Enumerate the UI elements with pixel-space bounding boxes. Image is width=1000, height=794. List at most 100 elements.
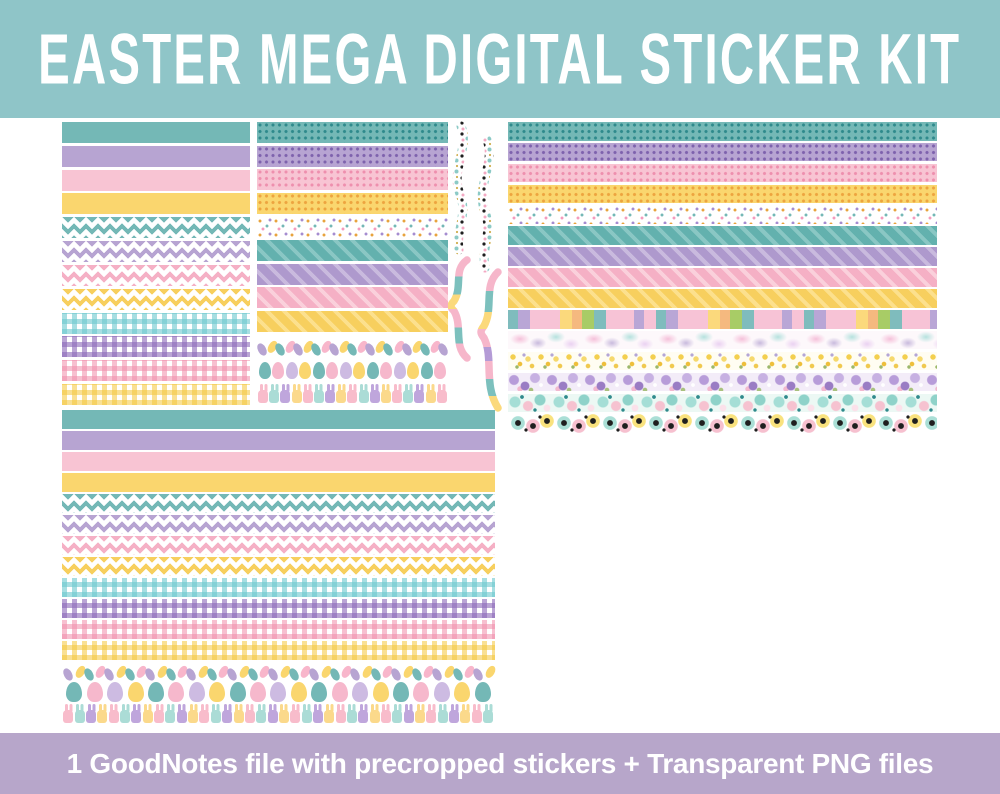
bunny-icon <box>324 703 335 723</box>
washi-panel-right <box>508 122 937 433</box>
egg-icon <box>66 681 83 702</box>
egg-icon <box>352 681 369 702</box>
bunny-icon <box>120 703 131 723</box>
washi-strip-watercolor <box>508 330 937 350</box>
washi-strip-polka-pink <box>257 169 448 191</box>
bunny-icon <box>415 703 425 723</box>
bunny-icon <box>436 383 447 403</box>
bunny-icon <box>74 703 85 723</box>
egg-icon <box>168 681 185 702</box>
bunny-icon <box>335 703 346 723</box>
bunny-icon <box>210 703 221 723</box>
washi-strip-polka-purple <box>257 145 448 167</box>
striped-brace-icon <box>477 268 502 412</box>
washi-strip-gingham-tealGing <box>62 312 250 334</box>
egg-icon <box>380 362 393 380</box>
washi-strip-solid-teal <box>62 410 495 429</box>
floral-ribbon-icon <box>452 121 468 255</box>
washi-strip-chevron-purple <box>62 515 495 534</box>
washi-strip-eggs <box>62 681 495 702</box>
bunny-icon <box>313 383 324 403</box>
bean-icon <box>418 341 432 357</box>
bunny-icon <box>301 703 312 723</box>
egg-icon <box>272 362 285 380</box>
bean-icon <box>61 666 75 682</box>
washi-strip-yellowfloral <box>508 351 937 371</box>
bunny-icon <box>336 383 347 403</box>
washi-strip-bunnies <box>62 703 495 723</box>
bean-icon <box>102 666 116 682</box>
bunny-icon <box>290 703 301 723</box>
egg-icon <box>407 362 420 380</box>
bean-icon <box>430 666 444 682</box>
bunny-icon <box>437 703 448 723</box>
washi-strip-gingham-tealGing <box>62 578 495 597</box>
bunny-icon <box>449 703 460 723</box>
egg-icon <box>339 362 352 380</box>
bunny-icon <box>176 703 187 723</box>
bunny-icon <box>154 703 165 723</box>
bunny-icon <box>165 703 176 723</box>
washi-strip-diag-pinkDg <box>257 287 448 309</box>
washi-strip-diag-yellowDg <box>257 311 448 332</box>
washi-strip-gingham-yellowGing <box>62 641 495 660</box>
egg-icon <box>188 681 205 702</box>
bunny-icon <box>267 703 278 723</box>
bracket-decorations <box>447 120 510 414</box>
egg-icon <box>311 681 328 702</box>
bunny-icon <box>63 703 74 723</box>
bunny-icon <box>380 703 391 723</box>
egg-icon <box>86 681 103 702</box>
egg-icon <box>258 362 271 380</box>
bean-icon <box>123 666 137 682</box>
bunny-icon <box>97 703 108 723</box>
bunny-icon <box>233 703 244 723</box>
bean-icon <box>82 666 96 682</box>
bunny-icon <box>131 703 142 723</box>
egg-icon <box>366 362 379 380</box>
egg-icon <box>372 681 389 702</box>
bunny-icon <box>199 703 210 723</box>
bunny-icon <box>414 383 425 403</box>
bean-icon <box>246 666 260 682</box>
bean-icon <box>389 666 403 682</box>
washi-strip-chevron-yellowDg <box>62 557 495 576</box>
washi-strip-chevron-teal <box>62 217 250 239</box>
washi-strip-chevron-yellowDg <box>62 288 250 310</box>
washi-strip-polka-yellow <box>508 184 937 204</box>
egg-icon <box>290 681 307 702</box>
egg-icon <box>331 681 348 702</box>
bunny-icon <box>358 703 369 723</box>
bunny-icon <box>325 383 336 403</box>
washi-strip-gingham-purpleGing <box>62 599 495 618</box>
washi-strip-solid-pink <box>62 452 495 471</box>
bean-icon <box>205 666 219 682</box>
washi-panel-top-middle <box>255 122 450 403</box>
striped-brace-icon <box>447 256 471 362</box>
washi-strip-diag-yellowDg <box>508 289 937 308</box>
washi-strip-solid-yellow <box>62 473 495 492</box>
bean-icon <box>483 664 497 680</box>
washi-strip-solid-purple <box>62 431 495 450</box>
bunny-icon <box>312 703 323 723</box>
bunny-icon <box>426 703 437 723</box>
washi-strip-chevron-purple <box>62 241 250 263</box>
bunny-icon <box>346 703 357 723</box>
egg-icon <box>107 681 124 702</box>
bunny-icon <box>278 703 289 723</box>
washi-strip-beans <box>255 334 450 357</box>
washi-strip-chevron-teal <box>62 494 495 513</box>
washi-strip-confetti <box>508 205 937 225</box>
bunny-icon <box>256 703 267 723</box>
washi-strip-polka-pink <box>508 163 937 183</box>
bunny-icon <box>302 383 313 403</box>
bunny-icon <box>188 703 199 723</box>
washi-strip-poppy <box>508 414 937 433</box>
bunny-icon <box>269 383 280 403</box>
bunny-icon <box>369 383 380 403</box>
bean-icon <box>369 666 383 682</box>
bunny-icon <box>258 383 269 403</box>
washi-strip-gingham-pinkGing <box>62 360 250 382</box>
bunny-icon <box>244 703 255 723</box>
